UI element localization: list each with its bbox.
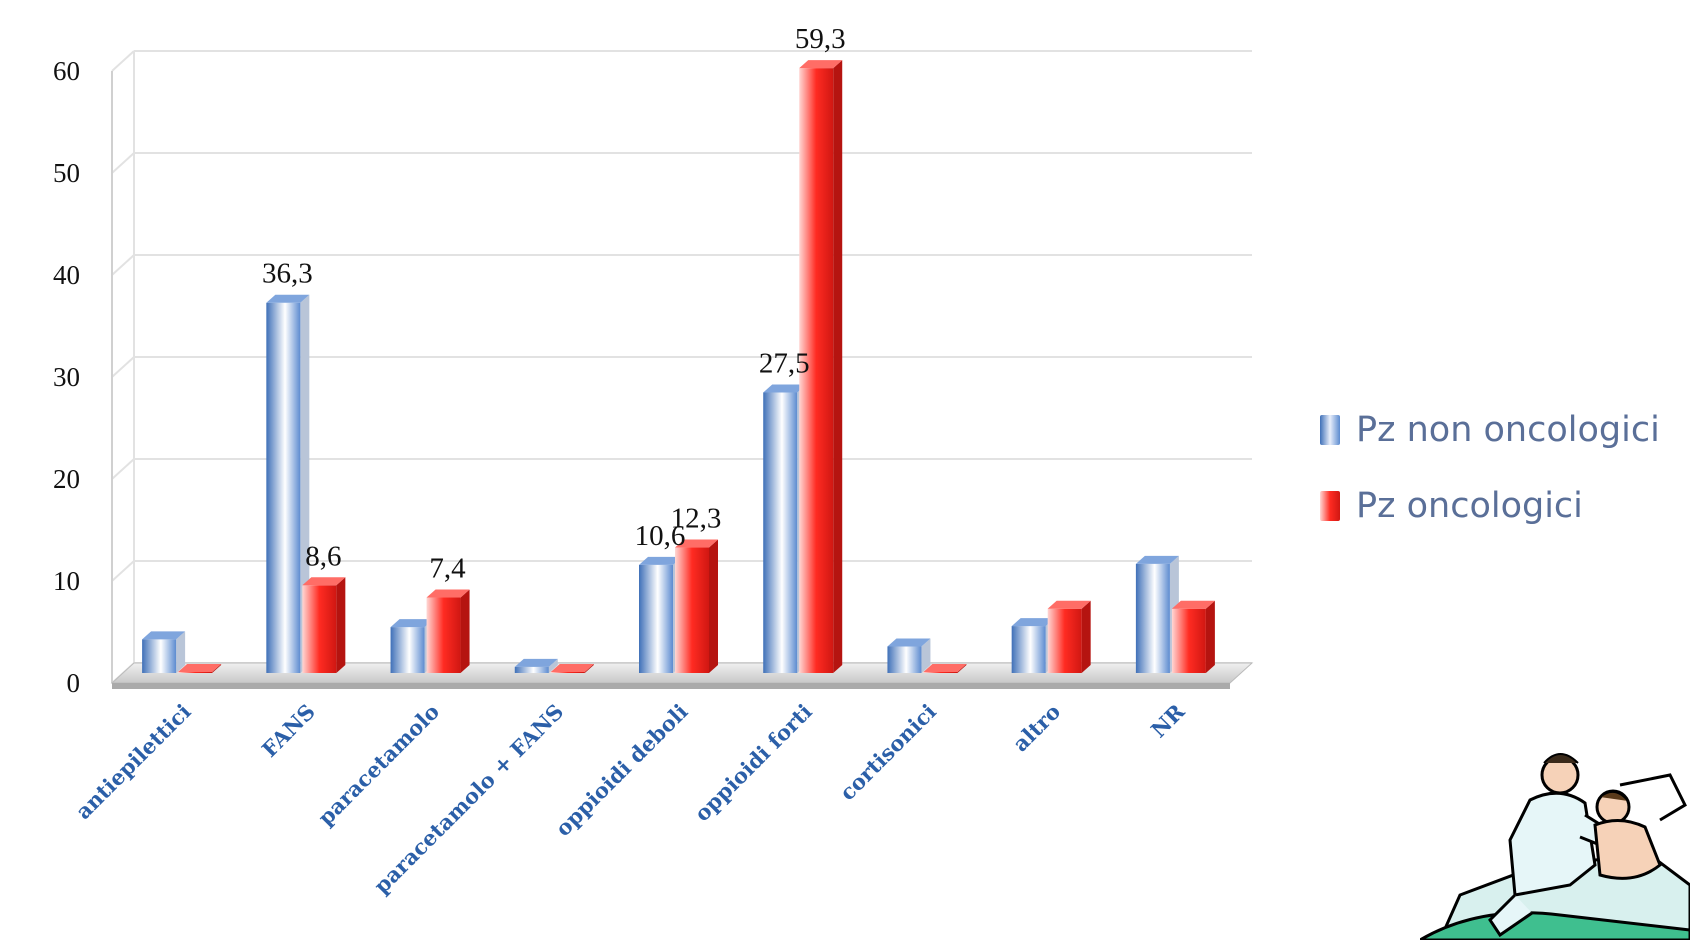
bar-top-non-oncologici: [266, 294, 310, 303]
bar-side-non-oncologici: [176, 631, 186, 673]
bar-top-oncologici: [675, 539, 718, 548]
bar-non-oncologici: [763, 392, 798, 673]
bar-top-non-oncologici: [514, 658, 558, 667]
bar-top-oncologici: [550, 663, 594, 672]
bar-top-oncologici: [178, 663, 222, 672]
bar-side-oncologici: [833, 60, 843, 673]
bar-top-oncologici: [302, 577, 346, 586]
gridline-side: [111, 560, 135, 582]
bar-top-oncologici: [426, 589, 470, 598]
data-label: 12,3: [671, 503, 722, 535]
bar-non-oncologici: [142, 639, 177, 673]
bar-top-non-oncologici: [639, 556, 682, 565]
bar-non-oncologici: [514, 666, 549, 673]
bar-non-oncologici: [390, 627, 425, 673]
bar-oncologici: [426, 597, 461, 673]
bar-top-oncologici: [1047, 600, 1091, 609]
bar-non-oncologici: [1135, 563, 1170, 673]
x-tick-label: FANS: [257, 699, 320, 762]
bar-oncologici: [923, 671, 958, 673]
bar-non-oncologici: [266, 302, 301, 673]
bar-side-oncologici: [957, 663, 967, 673]
x-tick-label: cortisonici: [835, 699, 941, 805]
bar-top-oncologici: [923, 663, 967, 672]
bar-side-oncologici: [1081, 600, 1091, 673]
bar-oncologici: [1171, 608, 1206, 673]
bar-oncologici: [799, 68, 834, 673]
bar-top-oncologici: [799, 60, 843, 69]
y-tick-label: 20: [53, 464, 80, 494]
bar-oncologici: [550, 671, 585, 673]
bar-oncologici: [1047, 608, 1082, 673]
bar-top-oncologici: [1171, 600, 1215, 609]
y-tick-label: 30: [53, 362, 80, 392]
gridline-side: [111, 152, 135, 174]
bar-side-oncologici: [212, 663, 222, 673]
data-label: 59,3: [795, 23, 846, 55]
bar-side-oncologici: [336, 577, 346, 673]
y-tick-label: 60: [53, 56, 80, 86]
legend-swatch-red: [1320, 491, 1340, 521]
bar-side-oncologici: [1205, 600, 1215, 673]
data-label: 10,6: [635, 520, 686, 552]
x-tick-label: oppioidi forti: [689, 699, 816, 826]
legend-label: Pz non oncologici: [1356, 410, 1660, 450]
bar-top-non-oncologici: [763, 384, 807, 393]
bar-oncologici: [675, 547, 709, 673]
bar-side-oncologici: [460, 589, 470, 673]
bar-oncologici: [178, 671, 213, 673]
y-tick-label: 40: [53, 260, 80, 290]
legend-item-oncologici: Pz oncologici: [1320, 486, 1660, 526]
bar-oncologici: [302, 585, 337, 673]
gridline-side: [111, 458, 135, 480]
x-tick-label: NR: [1146, 698, 1190, 742]
x-tick-label: paracetamolo: [313, 699, 444, 830]
data-label: 7,4: [429, 553, 466, 585]
bars: [142, 60, 1215, 673]
doctor-patient-clipart-icon: [1420, 753, 1690, 940]
y-tick-label: 10: [53, 566, 80, 596]
bar-side-oncologici: [584, 663, 594, 673]
labels: antiepilettici 36,3 8,6 FANS 7,4 paracetamolo…: [70, 23, 1189, 898]
bar-top-non-oncologici: [1135, 555, 1179, 564]
bar-top-non-oncologici: [142, 631, 186, 640]
bar-side-non-oncologici: [921, 638, 931, 673]
chart-floor-edge: [112, 683, 1230, 689]
x-tick-label: altro: [1008, 699, 1066, 757]
bar-non-oncologici: [1011, 626, 1046, 673]
bar-side-non-oncologici: [300, 294, 310, 673]
bar-non-oncologici: [639, 564, 673, 673]
y-tick-label: 0: [67, 668, 81, 698]
y-tick-label: 50: [53, 158, 80, 188]
data-label: 27,5: [759, 348, 810, 380]
legend-swatch-blue: [1320, 415, 1340, 445]
x-tick-label: oppioidi deboli: [550, 699, 692, 841]
x-tick-label: antiepilettici: [70, 699, 195, 824]
legend-label: Pz oncologici: [1356, 486, 1583, 526]
data-label: 36,3: [262, 258, 313, 290]
gridline-side: [111, 254, 135, 276]
legend-item-non-oncologici: Pz non oncologici: [1320, 410, 1660, 450]
gridlines: [111, 50, 1252, 684]
data-label: 8,6: [305, 540, 341, 572]
legend: Pz non oncologici Pz oncologici: [1320, 410, 1660, 562]
bar-top-non-oncologici: [390, 619, 434, 628]
bar-top-non-oncologici: [887, 638, 931, 647]
bar-side-non-oncologici: [548, 658, 558, 673]
bar-top-non-oncologici: [1011, 618, 1055, 627]
gridline-side: [111, 356, 135, 378]
bar-non-oncologici: [887, 646, 922, 673]
bar-side-oncologici: [709, 539, 718, 673]
gridline-side: [111, 50, 135, 72]
